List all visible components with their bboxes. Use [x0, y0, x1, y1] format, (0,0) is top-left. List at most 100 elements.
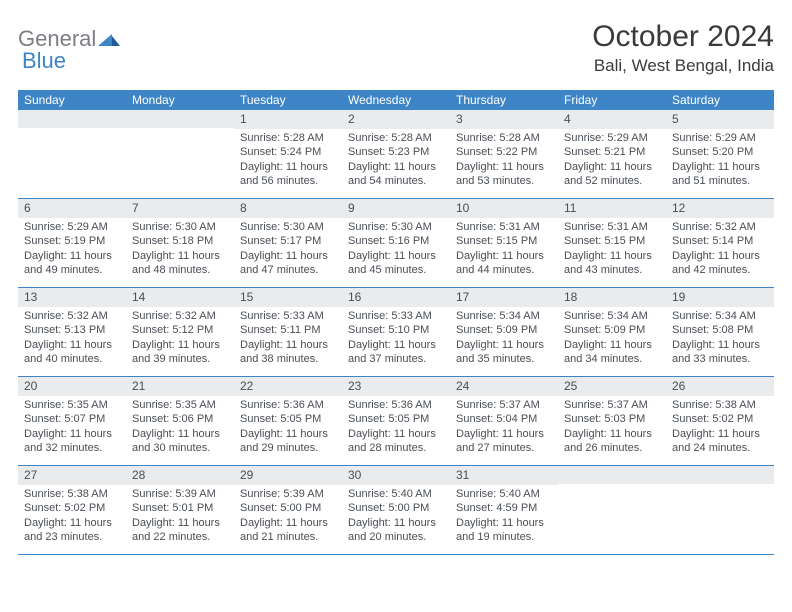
sunrise-text: Sunrise: 5:28 AM: [456, 131, 552, 145]
sunset-text: Sunset: 5:00 PM: [348, 501, 444, 515]
day-cell-5: 5Sunrise: 5:29 AMSunset: 5:20 PMDaylight…: [666, 110, 774, 198]
calendar: SundayMondayTuesdayWednesdayThursdayFrid…: [18, 90, 774, 555]
daylight-text: Daylight: 11 hours and 19 minutes.: [456, 516, 552, 544]
sunrise-text: Sunrise: 5:33 AM: [348, 309, 444, 323]
day-details: Sunrise: 5:33 AMSunset: 5:10 PMDaylight:…: [342, 307, 450, 369]
day-cell-2: 2Sunrise: 5:28 AMSunset: 5:23 PMDaylight…: [342, 110, 450, 198]
daylight-text: Daylight: 11 hours and 33 minutes.: [672, 338, 768, 366]
day-number: 17: [450, 288, 558, 307]
day-number: 15: [234, 288, 342, 307]
sunrise-text: Sunrise: 5:35 AM: [24, 398, 120, 412]
sunset-text: Sunset: 5:20 PM: [672, 145, 768, 159]
daylight-text: Daylight: 11 hours and 21 minutes.: [240, 516, 336, 544]
month-title: October 2024: [592, 20, 774, 54]
day-cell-4: 4Sunrise: 5:29 AMSunset: 5:21 PMDaylight…: [558, 110, 666, 198]
day-number: 23: [342, 377, 450, 396]
day-details: Sunrise: 5:32 AMSunset: 5:14 PMDaylight:…: [666, 218, 774, 280]
day-details: Sunrise: 5:39 AMSunset: 5:00 PMDaylight:…: [234, 485, 342, 547]
weekday-saturday: Saturday: [666, 90, 774, 110]
sunset-text: Sunset: 5:07 PM: [24, 412, 120, 426]
sunrise-text: Sunrise: 5:29 AM: [672, 131, 768, 145]
daylight-text: Daylight: 11 hours and 43 minutes.: [564, 249, 660, 277]
day-cell-14: 14Sunrise: 5:32 AMSunset: 5:12 PMDayligh…: [126, 288, 234, 376]
daylight-text: Daylight: 11 hours and 24 minutes.: [672, 427, 768, 455]
day-cell-7: 7Sunrise: 5:30 AMSunset: 5:18 PMDaylight…: [126, 199, 234, 287]
day-details: Sunrise: 5:29 AMSunset: 5:21 PMDaylight:…: [558, 129, 666, 191]
daylight-text: Daylight: 11 hours and 27 minutes.: [456, 427, 552, 455]
daylight-text: Daylight: 11 hours and 42 minutes.: [672, 249, 768, 277]
sunset-text: Sunset: 5:13 PM: [24, 323, 120, 337]
daylight-text: Daylight: 11 hours and 49 minutes.: [24, 249, 120, 277]
day-number: 11: [558, 199, 666, 218]
daylight-text: Daylight: 11 hours and 45 minutes.: [348, 249, 444, 277]
day-cell-25: 25Sunrise: 5:37 AMSunset: 5:03 PMDayligh…: [558, 377, 666, 465]
sunrise-text: Sunrise: 5:32 AM: [132, 309, 228, 323]
day-number: 30: [342, 466, 450, 485]
day-details: Sunrise: 5:29 AMSunset: 5:20 PMDaylight:…: [666, 129, 774, 191]
sunrise-text: Sunrise: 5:40 AM: [456, 487, 552, 501]
day-details: Sunrise: 5:28 AMSunset: 5:24 PMDaylight:…: [234, 129, 342, 191]
day-number: 12: [666, 199, 774, 218]
daylight-text: Daylight: 11 hours and 29 minutes.: [240, 427, 336, 455]
page-header: General October 2024 Bali, West Bengal, …: [18, 20, 774, 76]
day-number: 5: [666, 110, 774, 129]
day-details: Sunrise: 5:28 AMSunset: 5:23 PMDaylight:…: [342, 129, 450, 191]
day-cell-8: 8Sunrise: 5:30 AMSunset: 5:17 PMDaylight…: [234, 199, 342, 287]
sunrise-text: Sunrise: 5:39 AM: [132, 487, 228, 501]
day-cell-21: 21Sunrise: 5:35 AMSunset: 5:06 PMDayligh…: [126, 377, 234, 465]
sunset-text: Sunset: 5:10 PM: [348, 323, 444, 337]
sunrise-text: Sunrise: 5:29 AM: [564, 131, 660, 145]
week-row: 6Sunrise: 5:29 AMSunset: 5:19 PMDaylight…: [18, 199, 774, 288]
day-cell-27: 27Sunrise: 5:38 AMSunset: 5:02 PMDayligh…: [18, 466, 126, 554]
daylight-text: Daylight: 11 hours and 44 minutes.: [456, 249, 552, 277]
day-cell-28: 28Sunrise: 5:39 AMSunset: 5:01 PMDayligh…: [126, 466, 234, 554]
sunrise-text: Sunrise: 5:28 AM: [348, 131, 444, 145]
weekday-header-row: SundayMondayTuesdayWednesdayThursdayFrid…: [18, 90, 774, 110]
day-cell-12: 12Sunrise: 5:32 AMSunset: 5:14 PMDayligh…: [666, 199, 774, 287]
sunset-text: Sunset: 5:06 PM: [132, 412, 228, 426]
sunset-text: Sunset: 5:23 PM: [348, 145, 444, 159]
day-number: [18, 110, 126, 128]
daylight-text: Daylight: 11 hours and 48 minutes.: [132, 249, 228, 277]
sunrise-text: Sunrise: 5:34 AM: [456, 309, 552, 323]
daylight-text: Daylight: 11 hours and 34 minutes.: [564, 338, 660, 366]
sunset-text: Sunset: 5:02 PM: [672, 412, 768, 426]
day-number: 9: [342, 199, 450, 218]
day-number: 4: [558, 110, 666, 129]
day-details: Sunrise: 5:36 AMSunset: 5:05 PMDaylight:…: [234, 396, 342, 458]
day-cell-17: 17 Sunrise: 5:34 AMSunset: 5:09 PMDayligh…: [450, 288, 558, 376]
sunset-text: Sunset: 5:24 PM: [240, 145, 336, 159]
daylight-text: Daylight: 11 hours and 28 minutes.: [348, 427, 444, 455]
sunset-text: Sunset: 5:04 PM: [456, 412, 552, 426]
day-details: Sunrise: 5:30 AMSunset: 5:17 PMDaylight:…: [234, 218, 342, 280]
day-details: Sunrise: 5:30 AMSunset: 5:16 PMDaylight:…: [342, 218, 450, 280]
day-number: 13: [18, 288, 126, 307]
day-number: 6: [18, 199, 126, 218]
day-details: Sunrise: 5:36 AMSunset: 5:05 PMDaylight:…: [342, 396, 450, 458]
day-number: 16: [342, 288, 450, 307]
day-number: 26: [666, 377, 774, 396]
day-number: 10: [450, 199, 558, 218]
daylight-text: Daylight: 11 hours and 23 minutes.: [24, 516, 120, 544]
daylight-text: Daylight: 11 hours and 35 minutes.: [456, 338, 552, 366]
sunset-text: Sunset: 5:09 PM: [456, 323, 552, 337]
day-cell-26: 26 Sunrise: 5:38 AMSunset: 5:02 PMDayligh…: [666, 377, 774, 465]
day-details: Sunrise: 5:29 AMSunset: 5:19 PMDaylight:…: [18, 218, 126, 280]
sunrise-text: Sunrise: 5:35 AM: [132, 398, 228, 412]
day-number: [558, 466, 666, 484]
daylight-text: Daylight: 11 hours and 53 minutes.: [456, 160, 552, 188]
day-number: 21: [126, 377, 234, 396]
sunrise-text: Sunrise: 5:30 AM: [348, 220, 444, 234]
sunset-text: Sunset: 5:05 PM: [348, 412, 444, 426]
sunrise-text: Sunrise: 5:38 AM: [672, 398, 768, 412]
day-details: Sunrise: 5:30 AMSunset: 5:18 PMDaylight:…: [126, 218, 234, 280]
day-cell-16: 16Sunrise: 5:33 AMSunset: 5:10 PMDayligh…: [342, 288, 450, 376]
day-cell-29: 29Sunrise: 5:39 AMSunset: 5:00 PMDayligh…: [234, 466, 342, 554]
daylight-text: Daylight: 11 hours and 51 minutes.: [672, 160, 768, 188]
sunset-text: Sunset: 5:08 PM: [672, 323, 768, 337]
weekday-sunday: Sunday: [18, 90, 126, 110]
sunrise-text: Sunrise: 5:31 AM: [564, 220, 660, 234]
sunrise-text: Sunrise: 5:38 AM: [24, 487, 120, 501]
daylight-text: Daylight: 11 hours and 22 minutes.: [132, 516, 228, 544]
daylight-text: Daylight: 11 hours and 26 minutes.: [564, 427, 660, 455]
